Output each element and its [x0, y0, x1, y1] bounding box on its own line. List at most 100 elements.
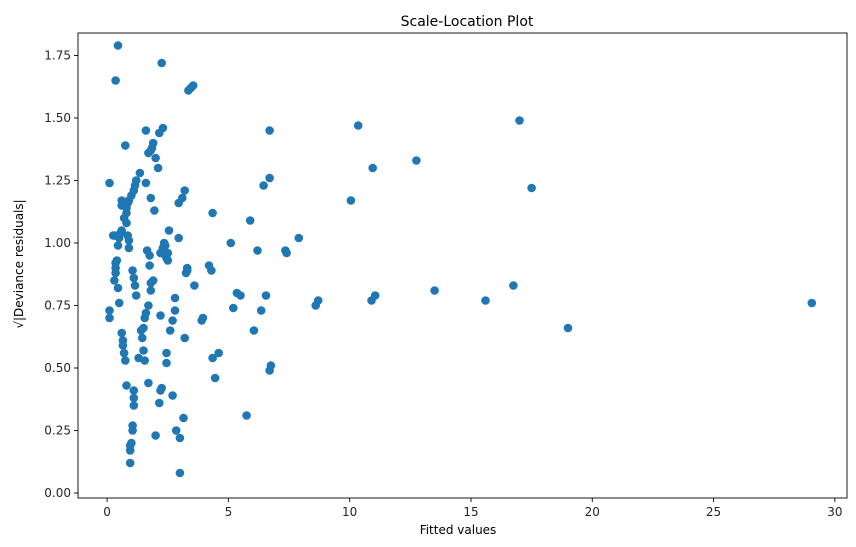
data-point — [174, 233, 183, 243]
data-point — [127, 438, 136, 448]
data-point — [112, 256, 122, 265]
x-tick-label: 5 — [225, 505, 233, 519]
data-point — [153, 163, 163, 173]
data-point — [151, 431, 160, 440]
x-tick-label: 25 — [706, 505, 721, 519]
data-point — [162, 358, 171, 368]
data-point — [207, 266, 216, 275]
data-point — [412, 156, 421, 165]
y-tick-label: 1.50 — [44, 111, 71, 125]
data-point — [214, 348, 223, 358]
data-point — [210, 373, 220, 383]
y-tick-label: 0.25 — [44, 424, 71, 438]
data-point — [208, 208, 217, 218]
data-point — [261, 291, 271, 300]
data-point — [113, 241, 123, 250]
data-point — [144, 301, 153, 310]
data-point — [163, 248, 173, 258]
data-point — [188, 81, 198, 90]
plot-area-frame — [77, 32, 848, 499]
data-point — [138, 333, 147, 343]
data-point — [146, 286, 156, 295]
data-point — [481, 296, 490, 305]
data-point — [515, 116, 524, 125]
data-point — [144, 378, 153, 388]
data-point — [141, 178, 151, 188]
data-point — [180, 186, 189, 195]
data-point — [139, 323, 148, 333]
data-point — [128, 421, 137, 430]
data-point — [265, 173, 274, 183]
data-point — [509, 281, 518, 290]
data-point — [256, 306, 266, 315]
data-point — [148, 138, 158, 148]
data-point — [190, 281, 199, 290]
data-point — [129, 273, 139, 283]
data-point — [151, 153, 160, 163]
data-point — [139, 346, 148, 355]
data-point — [122, 218, 131, 228]
data-point — [368, 163, 378, 173]
data-point — [140, 356, 149, 365]
data-point — [353, 121, 363, 130]
data-point — [179, 413, 188, 423]
data-point — [158, 123, 168, 133]
data-point — [131, 291, 141, 300]
data-point — [141, 126, 151, 135]
data-point — [253, 246, 262, 255]
data-point — [141, 308, 151, 318]
x-tick-label: 0 — [103, 505, 111, 519]
data-point — [346, 196, 356, 205]
data-point — [129, 386, 139, 395]
data-point — [125, 458, 135, 468]
x-tick-label: 20 — [585, 505, 600, 519]
data-point — [135, 168, 145, 178]
data-point — [130, 281, 140, 290]
data-point — [161, 241, 170, 250]
data-point — [245, 216, 255, 225]
data-point — [156, 311, 165, 320]
data-point — [122, 381, 131, 390]
y-axis: 0.00 0.25 0.50 0.75 1.00 1.25 1.50 1.75 — [44, 49, 78, 500]
data-point — [171, 426, 181, 435]
x-tick-label: 30 — [827, 505, 842, 519]
data-point — [110, 276, 119, 285]
data-point — [157, 58, 166, 68]
data-point — [117, 226, 126, 235]
y-tick-label: 1.00 — [44, 236, 71, 250]
data-point — [105, 313, 114, 323]
data-point — [121, 141, 130, 150]
data-point — [208, 353, 217, 363]
data-point — [157, 383, 166, 393]
x-tick-label: 10 — [342, 505, 357, 519]
data-point — [282, 248, 291, 258]
x-axis-label: Fitted values — [420, 523, 497, 537]
data-point — [242, 411, 251, 420]
data-point — [180, 333, 189, 343]
data-point — [170, 306, 180, 315]
data-point — [563, 323, 573, 333]
data-point — [236, 291, 245, 300]
data-point — [259, 181, 268, 190]
data-point — [249, 326, 259, 335]
data-point — [807, 298, 817, 308]
y-tick-label: 1.75 — [44, 49, 71, 63]
data-point — [145, 261, 154, 270]
data-points — [105, 41, 817, 478]
data-point — [168, 316, 177, 325]
data-point — [313, 296, 323, 305]
data-point — [229, 303, 238, 313]
data-point — [265, 126, 274, 135]
data-point — [430, 286, 439, 295]
data-point — [111, 76, 120, 85]
data-point — [121, 356, 130, 365]
data-point — [119, 348, 129, 358]
data-point — [266, 361, 276, 370]
data-point — [175, 468, 185, 478]
data-point — [113, 283, 123, 293]
data-point — [145, 251, 154, 260]
y-tick-label: 1.25 — [44, 174, 71, 188]
data-point — [168, 391, 177, 400]
data-point — [155, 398, 164, 408]
